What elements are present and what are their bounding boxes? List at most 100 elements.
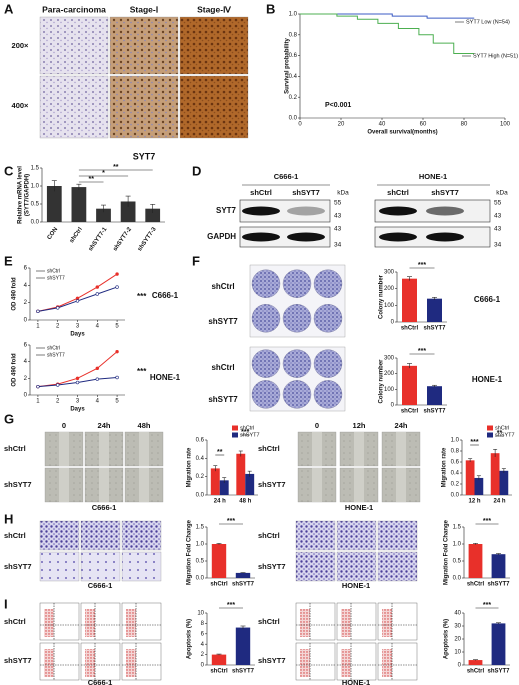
bar [468,660,483,665]
x-tick-label: shSYT7 [232,582,255,588]
y-tick-label: 1.0 [289,12,298,18]
point [36,309,40,314]
y-tick-label: 40 [454,611,461,617]
x-tick-label: shSYT7 [487,669,510,675]
y-tick-label: 0.4 [289,74,298,80]
bar [490,453,500,495]
label: shSYT7 [208,317,238,326]
bar [491,554,506,578]
significance: ** [113,164,119,171]
y-tick-label: 0.0 [453,576,462,582]
label: shSYT7 [258,656,286,665]
y-tick-label: 0 [391,320,395,326]
series-line [300,13,475,55]
y-axis-label: Colony number [379,274,385,319]
y-tick-label: 300 [384,270,395,276]
bar [468,544,483,578]
y-axis-label: Apoptosis (%) [444,619,450,659]
x-tick-label: shSYT7 [232,669,255,675]
label: shSYT7 [258,562,286,571]
y-tick-label: 2 [24,300,28,306]
well [251,304,281,333]
y-tick-label: 1.5 [196,525,205,531]
label: C666-1 [274,172,299,181]
point [95,366,99,371]
blot-band [379,232,417,242]
label: 34 [494,242,502,249]
well [251,380,281,409]
label: 43 [334,213,342,220]
legend-label: shSYT7 [47,275,65,281]
x-tick-label: shCtrl [210,582,228,588]
label: shSYT7 [292,188,320,197]
point [115,349,119,354]
point [75,380,80,385]
label: shCtrl [211,363,234,372]
chart-title: C666-1 [152,291,179,300]
x-tick-label: shCtrl [210,669,228,675]
legend-label: shCtrl [47,345,60,351]
y-tick-label: 0.0 [31,220,40,226]
well [251,349,281,378]
blot-band [426,232,464,242]
label: Para-carcinoma [42,4,106,14]
micrograph [179,75,249,139]
wound-gap [396,468,406,502]
blot-band [426,206,464,216]
y-tick-label: 0 [24,393,28,399]
point [56,383,60,387]
x-tick-label: shCtrl [401,409,419,415]
label: shCtrl [258,444,280,453]
significance: *** [241,429,249,436]
x-tick-label: shCtrl [467,582,485,588]
flow-cells [44,609,54,637]
y-tick-label: 0 [391,403,395,409]
bar [211,544,227,578]
y-axis-label: Migration Fold Change [187,519,193,585]
point [95,377,99,381]
y-tick-label: 0.5 [453,559,462,565]
x-tick-label: 1 [36,399,40,405]
x-tick-label: shSYT7-2 [112,226,133,252]
y-tick-label: 6 [24,266,28,272]
label: 55 [334,200,342,207]
label: shCtrl [211,282,234,291]
legend-label: SYT7 High (N=51) [473,53,518,59]
panel-letter: F [192,253,200,268]
well [313,349,343,378]
x-tick-label: shCtrl [467,669,485,675]
micrograph [80,551,121,582]
flow-cells [300,609,310,637]
x-tick-label: 4 [96,324,100,330]
label: C666-1 [88,581,113,590]
label: Stage-Ⅰ [130,4,158,14]
wound-gap [354,468,364,502]
label: C666-1 [88,678,113,685]
panel-letter: H [4,511,13,526]
x-tick-label: 5 [115,399,119,405]
y-tick-label: 200 [384,286,395,292]
micrograph [109,16,179,75]
x-tick-label: 48 h [239,499,251,505]
flow-cells [341,649,351,677]
bar [499,470,509,495]
y-tick-label: 0.2 [451,482,460,488]
y-tick-label: 1.0 [453,542,462,548]
label: shCtrl [4,617,26,626]
y-tick-label: 0.0 [196,576,205,582]
micrograph [179,16,249,75]
chart-title: C666-1 [474,295,501,304]
micrograph [39,75,109,139]
y-tick-label: 100 [384,387,395,393]
y-tick-label: 1.0 [451,438,460,444]
panel-letter: B [266,1,275,16]
micrograph [377,551,418,582]
label: 55 [494,200,502,207]
legend-label: shSYT7 [47,352,65,358]
panel-letter: E [4,253,13,268]
legend-swatch [487,425,493,431]
y-tick-label: 6 [24,343,28,349]
label: shCtrl [387,188,409,197]
blot [239,226,331,248]
point [75,376,80,381]
